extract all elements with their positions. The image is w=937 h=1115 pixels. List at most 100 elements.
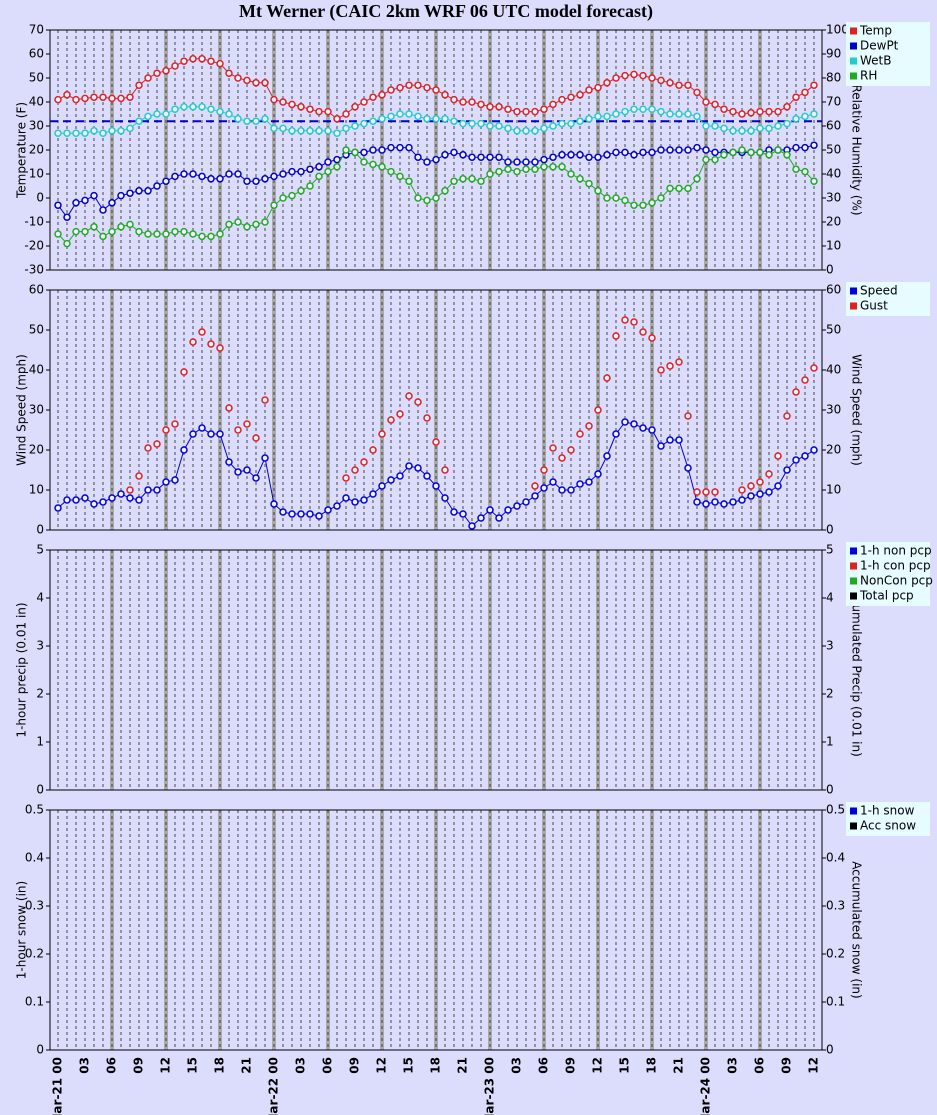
- data-point: [702, 122, 710, 130]
- data-point: [63, 91, 71, 99]
- y-tick-label: 30: [29, 403, 44, 417]
- data-point: [270, 172, 278, 181]
- data-point: [432, 438, 440, 446]
- data-point: [72, 95, 80, 104]
- data-point: [567, 151, 575, 159]
- data-point: [603, 112, 611, 121]
- legend-label: WetB: [860, 54, 891, 68]
- data-point: [576, 117, 584, 125]
- data-point: [216, 59, 224, 68]
- data-point: [459, 98, 467, 106]
- data-point: [81, 129, 89, 137]
- data-point: [162, 110, 170, 118]
- data-point: [747, 109, 755, 117]
- data-point: [504, 105, 512, 113]
- data-point: [252, 177, 260, 185]
- data-point: [297, 103, 305, 111]
- data-point: [126, 220, 134, 229]
- data-point: [243, 420, 251, 428]
- data-point: [549, 153, 557, 161]
- data-point: [54, 230, 62, 238]
- data-point: [486, 506, 494, 514]
- data-point: [459, 151, 467, 159]
- data-point: [432, 482, 440, 490]
- data-point: [405, 110, 413, 118]
- y-tick-label: 2: [36, 687, 44, 701]
- data-point: [603, 452, 611, 460]
- data-point: [378, 482, 386, 490]
- data-point: [252, 474, 260, 482]
- data-point: [801, 88, 809, 97]
- data-point: [720, 124, 728, 133]
- data-point: [126, 494, 134, 502]
- data-point: [513, 127, 521, 135]
- data-point: [423, 158, 431, 166]
- data-point: [423, 83, 431, 92]
- data-point: [441, 187, 449, 195]
- data-point: [396, 410, 404, 418]
- y-tick-label: -30: [24, 263, 44, 277]
- data-point: [450, 177, 458, 185]
- y-tick-label: 4: [36, 591, 44, 605]
- data-point: [747, 148, 755, 157]
- data-point: [333, 163, 341, 171]
- data-point: [351, 498, 359, 506]
- data-point: [288, 191, 296, 200]
- data-point: [585, 115, 593, 123]
- y-tick-label: 0.1: [25, 995, 44, 1009]
- data-point: [612, 194, 620, 202]
- legend-label: 1-h snow: [860, 804, 915, 818]
- data-point: [396, 110, 404, 118]
- data-point: [99, 498, 107, 506]
- data-point: [72, 496, 80, 504]
- data-point: [261, 79, 269, 87]
- data-point: [270, 124, 278, 133]
- x-tick-label: Mar-24 00: [699, 1057, 713, 1115]
- legend-swatch: [850, 302, 857, 310]
- data-point: [540, 466, 548, 474]
- data-point: [558, 151, 566, 159]
- data-point: [360, 98, 368, 106]
- data-point: [252, 117, 260, 125]
- y-tick-label: 0.3: [25, 899, 44, 913]
- legend-swatch: [850, 42, 857, 50]
- data-point: [522, 498, 530, 506]
- data-point: [648, 334, 656, 342]
- y2-tick-label: 5: [826, 543, 834, 557]
- data-point: [351, 466, 359, 474]
- legend-swatch: [850, 577, 857, 585]
- data-point: [261, 396, 269, 404]
- y-tick-label: 30: [29, 119, 44, 133]
- data-point: [774, 452, 782, 460]
- data-point: [423, 115, 431, 123]
- data-point: [144, 74, 152, 82]
- data-point: [810, 141, 818, 149]
- data-point: [63, 239, 71, 248]
- y2-tick-label: 70: [826, 95, 841, 109]
- data-point: [81, 227, 89, 236]
- data-point: [252, 79, 260, 87]
- data-point: [801, 167, 809, 176]
- data-point: [801, 112, 809, 121]
- data-point: [225, 220, 233, 229]
- data-point: [630, 151, 638, 159]
- x-tick-label: 09: [348, 1057, 362, 1074]
- data-point: [486, 170, 494, 178]
- data-point: [693, 175, 701, 183]
- legend-label: NonCon pcp: [860, 574, 933, 588]
- data-point: [288, 100, 296, 109]
- data-point: [774, 122, 782, 130]
- data-point: [495, 122, 503, 130]
- y-tick-label: 70: [29, 23, 44, 37]
- data-point: [621, 196, 629, 205]
- data-point: [576, 175, 584, 183]
- data-point: [468, 522, 476, 530]
- data-point: [738, 110, 746, 118]
- data-point: [135, 496, 143, 504]
- data-point: [657, 194, 665, 202]
- y-tick-label: 20: [29, 443, 44, 457]
- data-point: [747, 482, 755, 490]
- data-point: [306, 165, 314, 173]
- data-point: [153, 69, 161, 77]
